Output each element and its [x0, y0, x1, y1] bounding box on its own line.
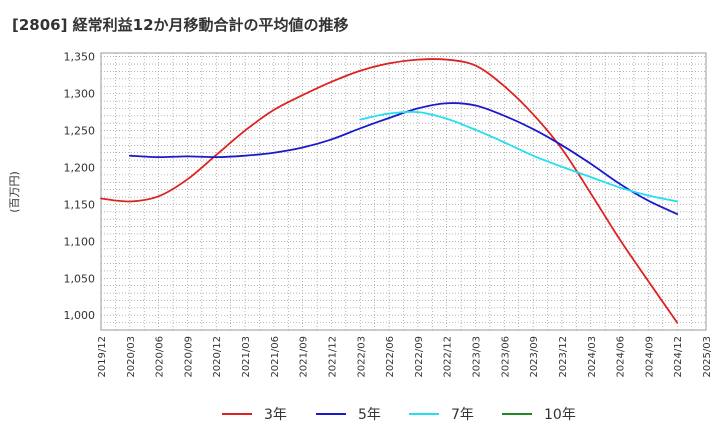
x-tick-label: 2020/12 [212, 336, 223, 378]
x-tick-label: 2022/12 [443, 336, 454, 378]
x-tick-label: 2024/03 [587, 336, 598, 378]
x-tick-label: 2021/06 [270, 336, 281, 378]
chart-title: [2806] 経常利益12か月移動合計の平均値の推移 [12, 16, 349, 34]
y-axis-ticks: 1,000 1,050 1,100 1,150 1,200 1,250 1,300 1,350 [64, 51, 96, 323]
x-tick-label: 2022/06 [385, 336, 396, 378]
y-tick-label: 1,000 [64, 309, 96, 322]
x-tick-label: 2020/03 [126, 336, 137, 378]
series-lines [100, 58, 679, 324]
y-tick-label: 1,150 [64, 198, 96, 211]
y-tick-label: 1,100 [64, 235, 96, 248]
x-tick-label: 2024/12 [673, 336, 684, 378]
x-axis-ticks: 2019/12 2020/03 2020/06 2020/09 2020/12 2021/… [97, 336, 713, 378]
x-tick-label: 2023/06 [500, 336, 511, 378]
x-tick-label: 2023/12 [558, 336, 569, 378]
y-tick-label: 1,250 [64, 125, 96, 138]
x-tick-label: 2023/09 [529, 336, 540, 378]
legend-label: 5年 [358, 407, 381, 423]
legend-label: 10年 [544, 407, 576, 423]
x-tick-label: 2021/03 [241, 336, 252, 378]
y-tick-label: 1,350 [64, 51, 96, 64]
x-tick-label: 2022/09 [414, 336, 425, 378]
series-line-1 [100, 58, 679, 324]
x-tick-label: 2025/03 [702, 336, 713, 378]
x-tick-label: 2021/09 [299, 336, 310, 378]
plot-area-frame [100, 52, 707, 331]
x-tick-label: 2019/12 [97, 336, 108, 378]
grid [101, 53, 706, 331]
y-axis-label: (百万円) [8, 171, 21, 213]
legend-label: 7年 [451, 407, 474, 423]
x-tick-label: 2023/03 [472, 336, 483, 378]
y-tick-label: 1,050 [64, 272, 96, 285]
x-tick-label: 2020/09 [183, 336, 194, 378]
y-tick-label: 1,200 [64, 161, 96, 174]
x-tick-label: 2021/12 [327, 336, 338, 378]
x-tick-label: 2022/03 [356, 336, 367, 378]
x-tick-label: 2024/06 [616, 336, 627, 378]
x-tick-label: 2020/06 [155, 336, 166, 378]
x-tick-label: 2024/09 [644, 336, 655, 378]
y-tick-label: 1,300 [64, 88, 96, 101]
legend-label: 3年 [264, 407, 287, 423]
series-line-3 [359, 110, 679, 203]
legend: 3年 5年 7年 10年 [222, 407, 576, 423]
